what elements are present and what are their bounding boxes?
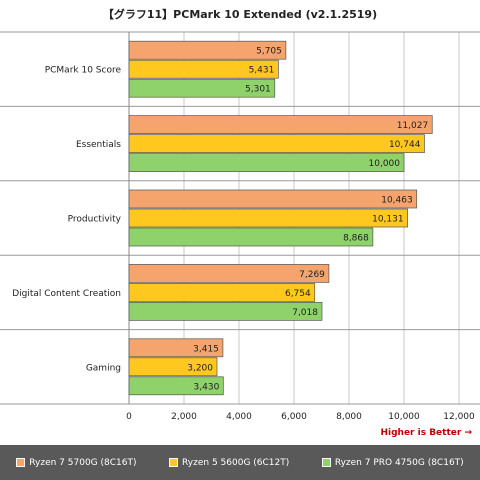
value-label: 10,131 (372, 215, 404, 225)
category-label: Digital Content Creation (12, 289, 121, 299)
bar-chart: PCMark 10 Score Essentials Productivity Dig… (0, 31, 480, 422)
bar (128, 357, 218, 377)
value-label: 10,744 (389, 140, 421, 150)
legend-label: Ryzen 7 5700G (8C16T) (29, 457, 137, 468)
legend-label: Ryzen 7 PRO 4750G (8C16T) (334, 457, 464, 468)
value-label: 11,027 (397, 121, 429, 131)
bar (128, 153, 405, 172)
bar (128, 40, 287, 60)
higher-is-better-note: Higher is Better → (380, 428, 472, 438)
value-label: 6,754 (285, 289, 311, 299)
category-label: Essentials (76, 140, 121, 150)
legend-swatch (16, 458, 26, 467)
legend-swatch (321, 458, 331, 467)
x-tick-label: 2,000 (171, 412, 197, 422)
bar (128, 227, 374, 247)
value-label: 3,415 (193, 344, 219, 354)
x-tick-label: 8,000 (336, 412, 362, 422)
chart-title: 【グラフ11】PCMark 10 Extended (v2.1.2519) (102, 8, 378, 21)
legend-swatch (169, 458, 179, 467)
bar (128, 264, 330, 283)
value-label: 10,000 (369, 159, 401, 169)
x-tick-label: 4,000 (226, 412, 252, 422)
bar (128, 59, 279, 79)
value-label: 8,868 (343, 234, 369, 244)
bar (128, 115, 433, 134)
x-tick-label: 6,000 (281, 412, 307, 422)
x-tick-label: 10,000 (388, 412, 420, 422)
bar (128, 283, 316, 302)
bar (128, 78, 276, 98)
bar (128, 376, 224, 396)
x-tick-label: 0 (126, 412, 132, 422)
category-label: Productivity (68, 215, 122, 225)
value-label: 7,018 (292, 308, 318, 318)
legend-item: Ryzen 7 PRO 4750G (8C16T) (321, 457, 464, 468)
bar (128, 338, 224, 358)
value-label: 5,705 (256, 47, 282, 57)
value-label: 5,301 (245, 85, 271, 95)
value-label: 10,463 (381, 196, 413, 206)
value-label: 7,269 (299, 270, 325, 280)
value-label: 3,430 (194, 382, 220, 392)
bar (128, 134, 425, 153)
legend-item: Ryzen 5 5600G (6C12T) (169, 458, 289, 468)
value-label: 5,431 (249, 66, 275, 76)
value-label: 3,200 (187, 363, 213, 373)
legend: Ryzen 7 5700G (8C16T) Ryzen 5 5600G (6C12… (0, 445, 480, 480)
bar (128, 208, 408, 228)
bar (128, 302, 323, 321)
category-label: Gaming (86, 363, 121, 373)
legend-label: Ryzen 5 5600G (6C12T) (182, 457, 290, 468)
category-label: PCMark 10 Score (45, 66, 122, 76)
legend-item: Ryzen 7 5700G (8C16T) (16, 457, 137, 468)
x-tick-label: 12,000 (443, 412, 475, 422)
bar (128, 189, 418, 209)
